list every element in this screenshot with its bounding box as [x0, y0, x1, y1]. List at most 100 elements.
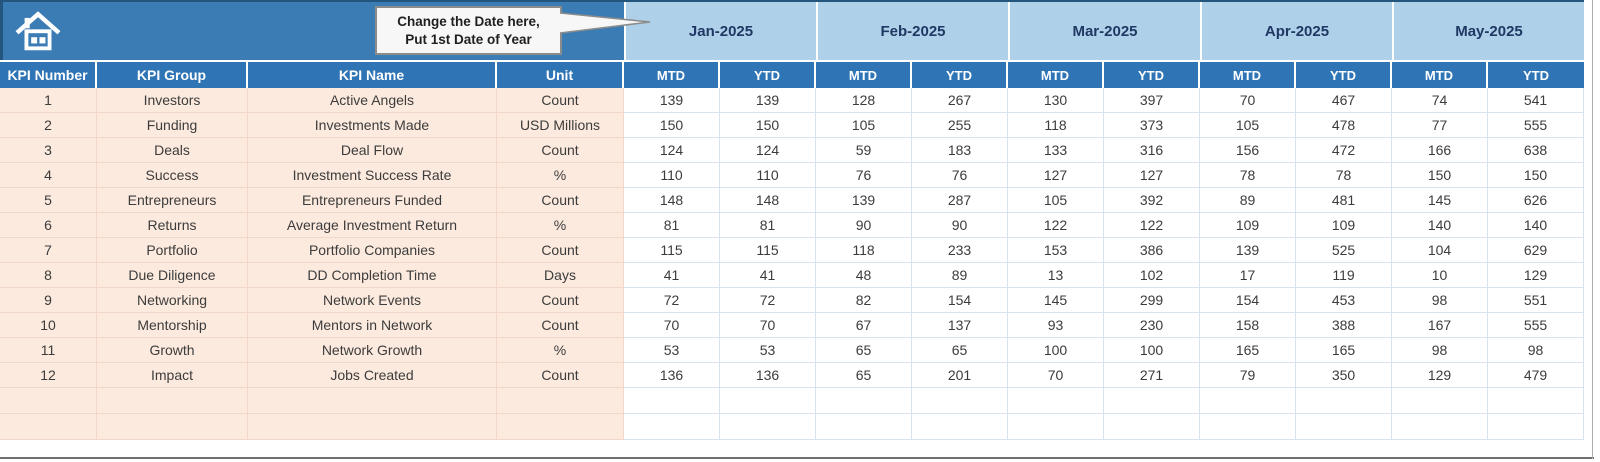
unit-cell[interactable]: Count: [497, 313, 624, 338]
month-header-apr[interactable]: Apr-2025: [1200, 2, 1392, 60]
kpi-name-cell[interactable]: Investment Success Rate: [248, 163, 497, 188]
unit-cell[interactable]: Count: [497, 88, 624, 113]
ytd-value-cell[interactable]: 98: [1488, 338, 1584, 363]
kpi-number-cell[interactable]: 2: [0, 113, 97, 138]
ytd-value-cell[interactable]: 124: [720, 138, 816, 163]
ytd-value-cell[interactable]: [1296, 414, 1392, 440]
home-button[interactable]: [14, 9, 62, 55]
mtd-value-cell[interactable]: 81: [624, 213, 720, 238]
mtd-value-cell[interactable]: 53: [624, 338, 720, 363]
kpi-name-cell[interactable]: [248, 388, 497, 414]
mtd-value-cell[interactable]: 118: [1008, 113, 1104, 138]
ytd-value-cell[interactable]: 90: [912, 213, 1008, 238]
ytd-value-cell[interactable]: 626: [1488, 188, 1584, 213]
ytd-value-cell[interactable]: 629: [1488, 238, 1584, 263]
unit-cell[interactable]: USD Millions: [497, 113, 624, 138]
ytd-value-cell[interactable]: 541: [1488, 88, 1584, 113]
mtd-value-cell[interactable]: 133: [1008, 138, 1104, 163]
ytd-value-cell[interactable]: 555: [1488, 313, 1584, 338]
ytd-value-cell[interactable]: 129: [1488, 263, 1584, 288]
kpi-number-cell[interactable]: [0, 414, 97, 440]
mtd-value-cell[interactable]: 77: [1392, 113, 1488, 138]
unit-cell[interactable]: Count: [497, 238, 624, 263]
kpi-number-cell[interactable]: 4: [0, 163, 97, 188]
kpi-group-cell[interactable]: Investors: [97, 88, 248, 113]
mtd-value-cell[interactable]: 105: [1008, 188, 1104, 213]
mtd-value-cell[interactable]: 139: [624, 88, 720, 113]
ytd-value-cell[interactable]: 479: [1488, 363, 1584, 388]
mtd-value-cell[interactable]: 136: [624, 363, 720, 388]
ytd-value-cell[interactable]: 392: [1104, 188, 1200, 213]
ytd-value-cell[interactable]: [912, 388, 1008, 414]
mtd-value-cell[interactable]: 13: [1008, 263, 1104, 288]
ytd-value-cell[interactable]: 139: [720, 88, 816, 113]
kpi-number-cell[interactable]: [0, 388, 97, 414]
ytd-value-cell[interactable]: [1488, 388, 1584, 414]
mtd-value-cell[interactable]: [1392, 414, 1488, 440]
mtd-value-cell[interactable]: 122: [1008, 213, 1104, 238]
mtd-value-cell[interactable]: [1392, 388, 1488, 414]
kpi-group-cell[interactable]: Mentorship: [97, 313, 248, 338]
mtd-value-cell[interactable]: 167: [1392, 313, 1488, 338]
ytd-value-cell[interactable]: 70: [720, 313, 816, 338]
ytd-value-cell[interactable]: 472: [1296, 138, 1392, 163]
ytd-value-cell[interactable]: 53: [720, 338, 816, 363]
mtd-value-cell[interactable]: 65: [816, 363, 912, 388]
mtd-value-cell[interactable]: 76: [816, 163, 912, 188]
mtd-value-cell[interactable]: 70: [1200, 88, 1296, 113]
kpi-name-cell[interactable]: [248, 414, 497, 440]
ytd-value-cell[interactable]: 78: [1296, 163, 1392, 188]
ytd-value-cell[interactable]: 81: [720, 213, 816, 238]
unit-cell[interactable]: Count: [497, 188, 624, 213]
mtd-value-cell[interactable]: 105: [1200, 113, 1296, 138]
ytd-value-cell[interactable]: 555: [1488, 113, 1584, 138]
ytd-value-cell[interactable]: 230: [1104, 313, 1200, 338]
mtd-value-cell[interactable]: 115: [624, 238, 720, 263]
kpi-name-cell[interactable]: Jobs Created: [248, 363, 497, 388]
mtd-value-cell[interactable]: 100: [1008, 338, 1104, 363]
ytd-value-cell[interactable]: 148: [720, 188, 816, 213]
mtd-value-cell[interactable]: 59: [816, 138, 912, 163]
mtd-value-cell[interactable]: 150: [624, 113, 720, 138]
ytd-value-cell[interactable]: 122: [1104, 213, 1200, 238]
ytd-value-cell[interactable]: 65: [912, 338, 1008, 363]
mtd-value-cell[interactable]: 109: [1200, 213, 1296, 238]
kpi-number-cell[interactable]: 1: [0, 88, 97, 113]
mtd-value-cell[interactable]: [816, 388, 912, 414]
kpi-name-cell[interactable]: Network Growth: [248, 338, 497, 363]
ytd-value-cell[interactable]: 255: [912, 113, 1008, 138]
unit-cell[interactable]: [497, 414, 624, 440]
ytd-value-cell[interactable]: 201: [912, 363, 1008, 388]
kpi-group-cell[interactable]: Portfolio: [97, 238, 248, 263]
ytd-value-cell[interactable]: 551: [1488, 288, 1584, 313]
mtd-value-cell[interactable]: 158: [1200, 313, 1296, 338]
kpi-name-cell[interactable]: Entrepreneurs Funded: [248, 188, 497, 213]
ytd-value-cell[interactable]: 453: [1296, 288, 1392, 313]
mtd-value-cell[interactable]: 17: [1200, 263, 1296, 288]
ytd-value-cell[interactable]: 271: [1104, 363, 1200, 388]
kpi-name-cell[interactable]: Network Events: [248, 288, 497, 313]
mtd-value-cell[interactable]: 154: [1200, 288, 1296, 313]
mtd-value-cell[interactable]: 98: [1392, 338, 1488, 363]
ytd-value-cell[interactable]: 350: [1296, 363, 1392, 388]
mtd-value-cell[interactable]: 48: [816, 263, 912, 288]
kpi-name-cell[interactable]: DD Completion Time: [248, 263, 497, 288]
month-header-jan[interactable]: Jan-2025: [624, 2, 816, 60]
mtd-value-cell[interactable]: [1200, 388, 1296, 414]
ytd-value-cell[interactable]: 100: [1104, 338, 1200, 363]
mtd-value-cell[interactable]: 128: [816, 88, 912, 113]
ytd-value-cell[interactable]: 150: [1488, 163, 1584, 188]
month-header-feb[interactable]: Feb-2025: [816, 2, 1008, 60]
ytd-value-cell[interactable]: 150: [720, 113, 816, 138]
mtd-value-cell[interactable]: [624, 414, 720, 440]
kpi-name-cell[interactable]: Average Investment Return: [248, 213, 497, 238]
mtd-value-cell[interactable]: 110: [624, 163, 720, 188]
mtd-value-cell[interactable]: 70: [624, 313, 720, 338]
mtd-value-cell[interactable]: 140: [1392, 213, 1488, 238]
ytd-value-cell[interactable]: 72: [720, 288, 816, 313]
ytd-value-cell[interactable]: 299: [1104, 288, 1200, 313]
ytd-value-cell[interactable]: [1104, 388, 1200, 414]
ytd-value-cell[interactable]: 525: [1296, 238, 1392, 263]
ytd-value-cell[interactable]: [720, 388, 816, 414]
kpi-group-cell[interactable]: Due Diligence: [97, 263, 248, 288]
